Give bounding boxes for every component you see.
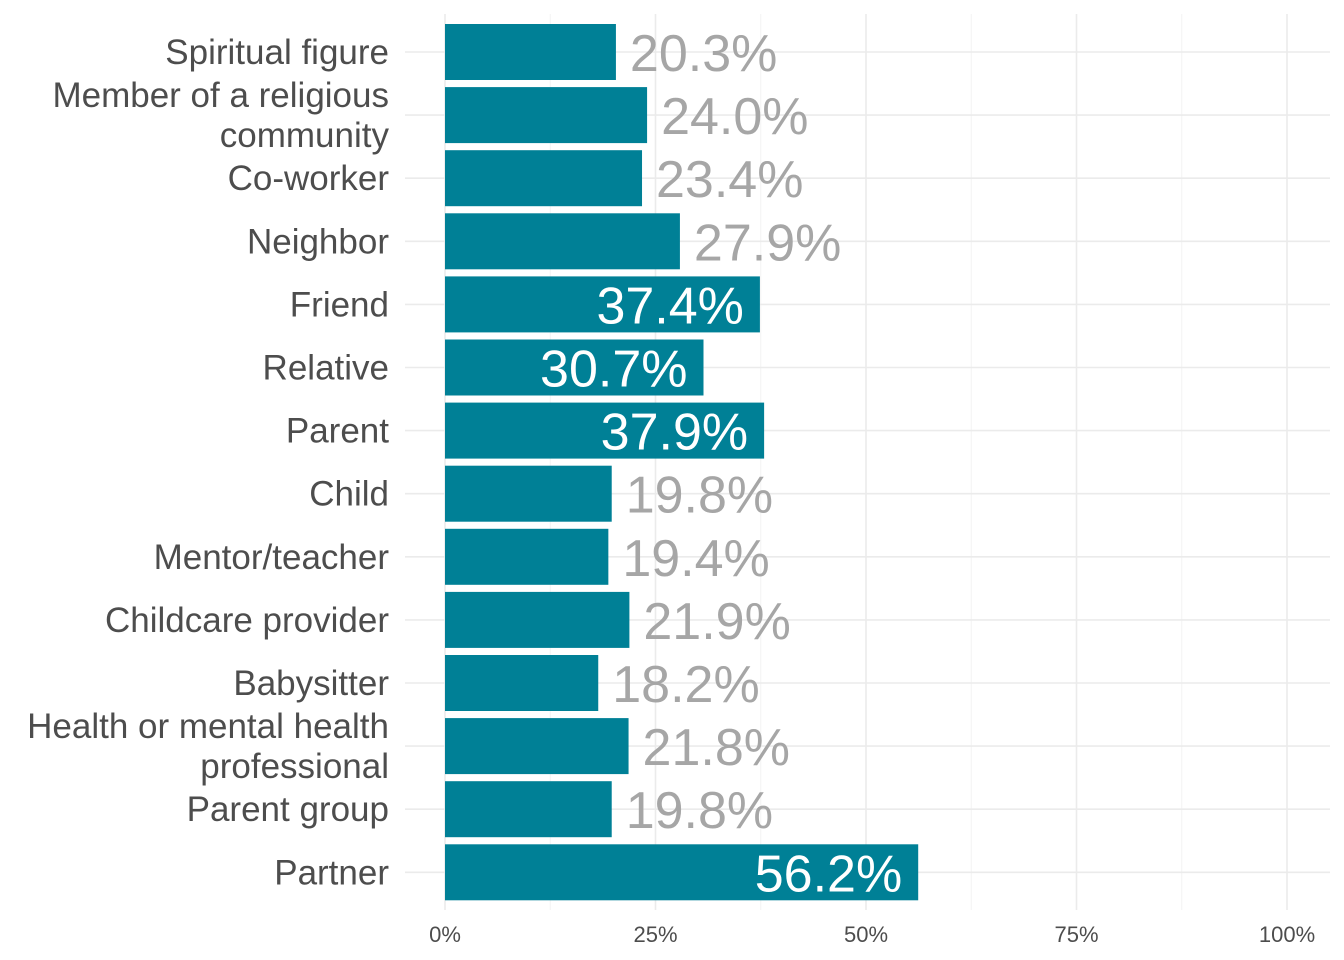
category-label: Mentor/teacher	[154, 538, 390, 577]
x-tick-label: 75%	[1054, 922, 1098, 947]
bar	[445, 718, 629, 775]
data-label: 24.0%	[661, 88, 808, 146]
category-label: professional	[200, 747, 389, 786]
bar	[445, 150, 643, 207]
bars	[445, 24, 919, 901]
data-label: 56.2%	[755, 845, 902, 903]
data-label: 20.3%	[630, 25, 777, 83]
data-label: 37.4%	[596, 277, 743, 335]
bar	[445, 528, 609, 585]
bar	[445, 781, 612, 838]
data-label: 30.7%	[540, 341, 687, 399]
bar	[445, 213, 680, 270]
category-label: Babysitter	[233, 664, 389, 703]
bar	[445, 655, 599, 711]
category-label: Member of a religious	[52, 76, 389, 115]
category-label: Relative	[263, 349, 389, 388]
category-label: community	[220, 116, 390, 155]
bar	[445, 87, 648, 144]
x-axis-tick-labels: 0% 25% 50% 75% 100%	[429, 922, 1315, 947]
category-labels: Spiritual figure Member of a religiouscom…	[27, 33, 389, 892]
data-label: 19.4%	[622, 530, 769, 588]
x-tick-label: 25%	[633, 922, 677, 947]
x-tick-label: 0%	[429, 922, 461, 947]
bar	[445, 276, 760, 333]
bar	[445, 591, 630, 648]
category-label: Neighbor	[247, 222, 389, 261]
bar	[445, 339, 704, 396]
data-label: 18.2%	[612, 656, 759, 714]
bar	[445, 465, 612, 522]
bar	[445, 24, 616, 80]
data-label: 19.8%	[626, 782, 773, 840]
category-label: Child	[309, 475, 389, 514]
data-label: 21.9%	[643, 593, 790, 651]
category-label: Spiritual figure	[165, 33, 389, 72]
category-label: Friend	[290, 285, 389, 324]
grid-lines	[405, 14, 1330, 910]
data-label: 27.9%	[694, 214, 841, 272]
bar	[445, 402, 765, 459]
data-label: 21.8%	[643, 719, 790, 777]
x-tick-label: 50%	[844, 922, 888, 947]
category-label: Parent group	[187, 790, 389, 829]
category-label: Partner	[274, 853, 389, 892]
category-label: Health or mental health	[27, 707, 389, 746]
bar	[445, 844, 919, 901]
data-label: 23.4%	[656, 151, 803, 209]
data-labels: 20.3%24.0%23.4%27.9%37.4%30.7%37.9%19.8%…	[540, 25, 902, 903]
category-label: Parent	[286, 412, 389, 451]
category-label: Childcare provider	[105, 601, 389, 640]
data-label: 19.8%	[626, 467, 773, 525]
x-tick-label: 100%	[1259, 922, 1315, 947]
category-label: Co-worker	[228, 159, 390, 198]
data-label: 37.9%	[601, 404, 748, 462]
